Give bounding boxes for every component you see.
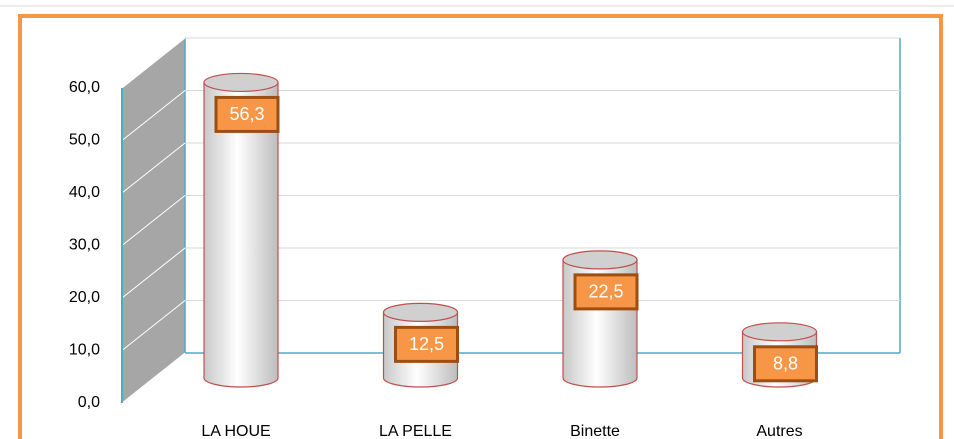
cylinder-top <box>382 302 459 322</box>
value-label-box <box>573 273 639 311</box>
y-tick-label: 40,0 <box>69 184 100 201</box>
frame <box>18 14 943 439</box>
grid-diagonal <box>121 352 186 404</box>
y-tick-label: 10,0 <box>69 342 100 359</box>
value-label: 12,5 <box>409 334 444 354</box>
cylinder-top <box>562 250 638 270</box>
y-tick-label: 20,0 <box>69 289 100 306</box>
value-label-box <box>214 95 280 133</box>
value-label-box <box>753 345 818 383</box>
y-tick-label: 60,0 <box>69 79 100 96</box>
x-tick-label: LA PELLE <box>379 423 452 439</box>
value-label-box <box>394 325 459 363</box>
value-label: 56,3 <box>229 104 264 124</box>
y-tick-label: 50,0 <box>69 132 100 149</box>
x-tick-label: Binette <box>570 423 620 439</box>
grid-diagonal <box>121 247 186 299</box>
y-tick-label: 30,0 <box>69 237 100 254</box>
value-label: 8,8 <box>773 354 798 374</box>
grid-diagonal <box>121 142 186 194</box>
cylinder-body <box>203 81 279 388</box>
x-tick-label: Autres <box>756 423 802 439</box>
cylinder-top <box>203 72 279 93</box>
cylinder-top <box>741 322 818 342</box>
grid-diagonal <box>121 300 186 351</box>
y-tick-label: 0,0 <box>78 394 100 411</box>
grid-diagonal <box>121 90 186 141</box>
grid-diagonal <box>121 195 186 246</box>
grid-diagonal <box>121 37 186 89</box>
value-label: 22,5 <box>588 282 623 302</box>
x-tick-label: LA HOUE <box>201 423 270 439</box>
